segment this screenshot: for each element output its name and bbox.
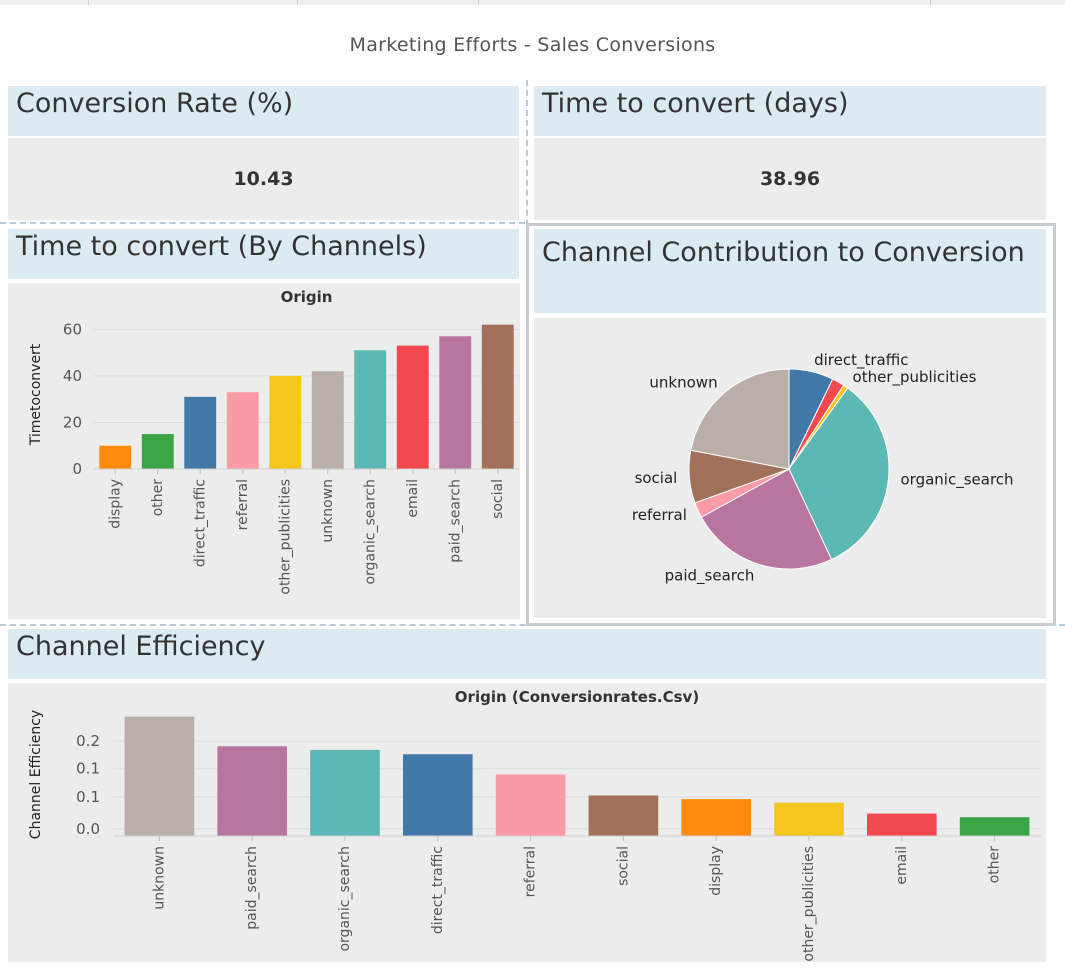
x-tick-label: referral	[235, 479, 251, 530]
slice-unknown[interactable]	[690, 368, 790, 470]
toolbar-divider	[297, 0, 298, 5]
time-by-channels-header: Time to convert (By Channels)	[8, 229, 519, 279]
contribution-panel[interactable]: direct_traffic organic_search other_public…	[534, 318, 1046, 618]
y-tick-label: 0.1	[76, 760, 100, 778]
bar-paid_search[interactable]	[217, 746, 287, 836]
bar-social[interactable]	[588, 795, 659, 836]
x-tick-label: display	[107, 479, 123, 529]
x-tick-label: email	[405, 479, 421, 518]
chart-title: Origin (Conversionrates.Csv)	[455, 688, 699, 706]
bar-organic_search[interactable]	[354, 350, 387, 469]
toolbar-divider	[88, 0, 89, 5]
bar-other[interactable]	[959, 817, 1030, 836]
efficiency-panel[interactable]: Origin (Conversionrates.Csv) Channel Effi…	[8, 683, 1046, 962]
x-tick-label: email	[894, 846, 910, 885]
horizontal-divider	[0, 222, 525, 224]
pie-label-referral: referral	[632, 506, 687, 524]
x-tick-label: social	[615, 846, 631, 886]
slice-organic_search[interactable]	[788, 387, 890, 561]
time-to-convert-header: Time to convert (days)	[534, 86, 1046, 136]
y-tick-label: 0.1	[76, 788, 100, 806]
x-tick-label: other_publicities	[277, 479, 293, 595]
x-tick-label: unknown	[320, 479, 336, 543]
contribution-pie-chart[interactable]: direct_traffic organic_search other_public…	[534, 318, 1046, 618]
x-tick-label: other_publicities	[801, 846, 817, 962]
chart-title: Origin	[281, 288, 333, 306]
bar-referral[interactable]	[495, 774, 566, 837]
pie-label-other_publicities: other_publicities	[853, 368, 977, 387]
efficiency-header: Channel Efficiency	[8, 629, 1046, 679]
x-tick-label: referral	[523, 846, 539, 897]
x-tick-label: organic_search	[337, 846, 353, 952]
y-tick-label: 40	[63, 367, 82, 385]
bar-display[interactable]	[99, 445, 132, 469]
y-axis-label: Channel Efficiency	[28, 710, 44, 839]
pie-label-paid_search: paid_search	[665, 567, 755, 586]
bar-paid_search[interactable]	[439, 336, 472, 469]
bar-social[interactable]	[481, 324, 514, 469]
y-tick-label: 20	[63, 413, 82, 431]
x-tick-label: paid_search	[447, 479, 463, 563]
time-by-channels-panel[interactable]: Origin Timetoconvert 0 20 40 60 display other di…	[8, 283, 520, 619]
time-to-convert-panel[interactable]: 38.96	[534, 138, 1046, 220]
conversion-rate-panel[interactable]: 10.43	[8, 138, 519, 220]
bar-display[interactable]	[681, 799, 751, 836]
contribution-selection-frame[interactable]	[526, 223, 1056, 626]
x-tick-label: display	[708, 846, 724, 896]
bar-direct_traffic[interactable]	[403, 754, 473, 836]
x-tick-label: other	[987, 846, 1003, 884]
y-tick-label: 60	[63, 320, 82, 338]
contribution-header: Channel Contribution to Conversion	[534, 229, 1046, 313]
bar-other_publicities[interactable]	[269, 375, 302, 469]
y-tick-label: 0.0	[76, 820, 100, 838]
pie-label-unknown: unknown	[649, 374, 717, 392]
x-tick-label: direct_traffic	[192, 479, 208, 567]
x-tick-label: social	[490, 479, 506, 519]
pie-label-social: social	[635, 469, 678, 487]
bar-email[interactable]	[396, 345, 429, 469]
bar-unknown[interactable]	[124, 716, 195, 836]
y-tick-label: 0	[72, 460, 82, 478]
y-axis-label: Timetoconvert	[28, 343, 44, 446]
bar-unknown[interactable]	[311, 371, 344, 469]
time-to-convert-value: 38.96	[759, 168, 821, 190]
dashboard-title: Marketing Efforts - Sales Conversions	[349, 34, 716, 56]
bar-other[interactable]	[141, 434, 174, 469]
bar-referral[interactable]	[226, 392, 259, 469]
top-toolbar-strip	[0, 0, 1065, 5]
x-tick-label: organic_search	[362, 479, 378, 585]
conversion-rate-header: Conversion Rate (%)	[8, 86, 519, 136]
pie-label-direct_traffic: direct_traffic	[814, 351, 908, 370]
conversion-rate-value: 10.43	[233, 168, 294, 190]
y-tick-label: 0.2	[76, 732, 100, 750]
bar-organic_search[interactable]	[310, 749, 380, 836]
toolbar-divider	[930, 0, 931, 5]
efficiency-chart[interactable]: Origin (Conversionrates.Csv) Channel Effi…	[8, 683, 1046, 962]
x-tick-label: paid_search	[244, 846, 260, 930]
bar-direct_traffic[interactable]	[184, 396, 217, 469]
bar-email[interactable]	[867, 813, 937, 836]
pie-label-organic_search: organic_search	[901, 471, 1014, 490]
x-tick-label: direct_traffic	[430, 846, 446, 934]
time-by-channels-chart[interactable]: Origin Timetoconvert 0 20 40 60 display other di…	[8, 283, 520, 619]
bar-other_publicities[interactable]	[774, 802, 844, 836]
x-tick-label: other	[150, 479, 166, 517]
x-tick-label: unknown	[151, 846, 167, 910]
slice-paid_search[interactable]	[700, 468, 833, 570]
toolbar-divider	[478, 0, 479, 5]
